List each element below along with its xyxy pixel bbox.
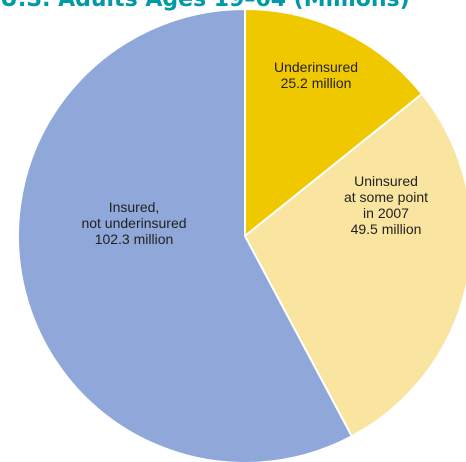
- pie-label-line: 49.5 million: [351, 221, 422, 237]
- pie-label-insured: Insured, not underinsured 102.3 million: [81, 199, 186, 247]
- pie-label-line: not underinsured: [81, 215, 186, 231]
- pie-label-line: Underinsured: [274, 59, 358, 75]
- pie-label-underinsured: Underinsured 25.2 million: [274, 59, 358, 91]
- pie-label-line: at some point: [344, 189, 428, 205]
- pie-slice-underinsured: [244, 8, 424, 237]
- pie-slices: [17, 8, 466, 462]
- pie-label-uninsured: Uninsured at some point in 2007 49.5 millio…: [344, 173, 428, 237]
- pie-label-line: Insured,: [109, 199, 160, 215]
- pie-slice-insured: [17, 8, 353, 462]
- pie-labels: Underinsured 25.2 million Uninsured at some…: [81, 59, 428, 247]
- pie-label-line: in 2007: [363, 205, 409, 221]
- pie-label-line: 102.3 million: [95, 231, 174, 247]
- chart-title-clipped: U.S. Adults Ages 19–64 (Millions): [0, 0, 410, 12]
- pie-slice-uninsured: [244, 92, 466, 438]
- pie-label-line: Uninsured: [354, 173, 418, 189]
- pie-label-line: 25.2 million: [281, 75, 352, 91]
